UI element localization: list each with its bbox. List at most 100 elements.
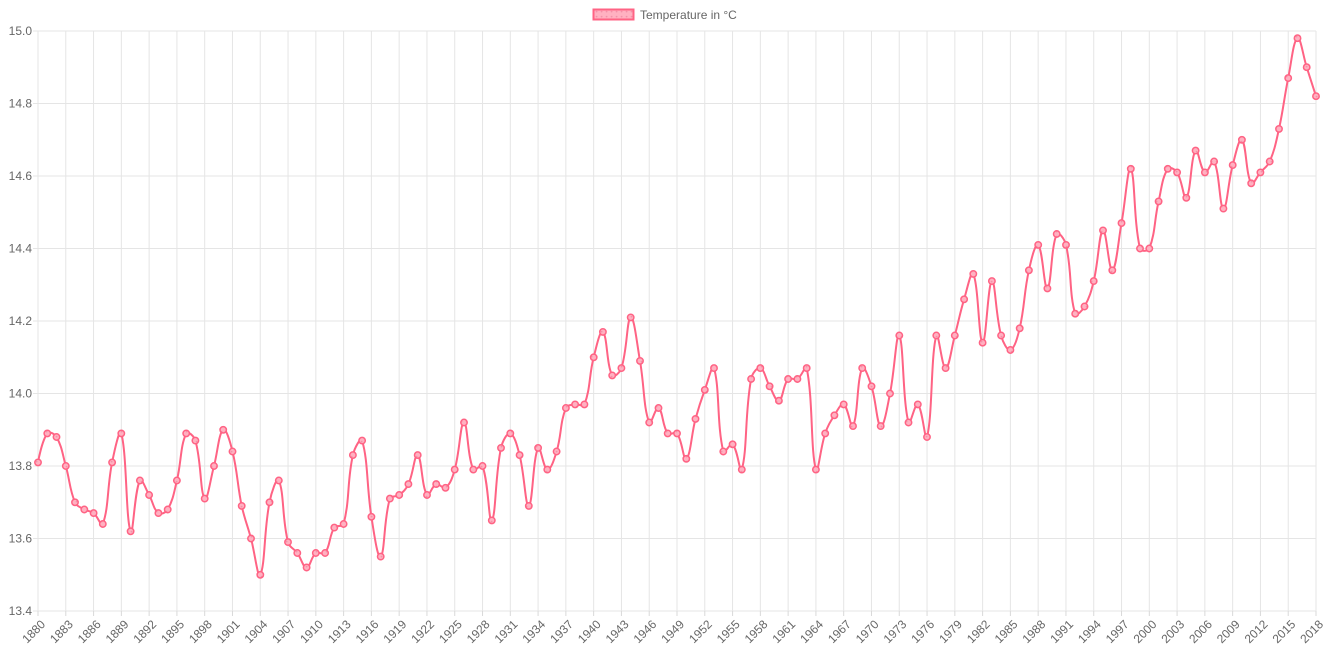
data-point-1925[interactable]: [450, 465, 459, 474]
data-point-1960[interactable]: [774, 396, 783, 405]
data-point-2003[interactable]: [1173, 168, 1182, 177]
data-point-1972[interactable]: [886, 389, 894, 398]
data-point-1964[interactable]: [811, 465, 820, 474]
data-point-1924[interactable]: [441, 483, 450, 492]
data-point-1943[interactable]: [617, 364, 626, 373]
data-point-1981[interactable]: [969, 269, 978, 278]
data-point-1909[interactable]: [302, 563, 311, 572]
data-point-1901[interactable]: [228, 447, 237, 456]
data-point-1970[interactable]: [867, 382, 876, 391]
data-point-1911[interactable]: [321, 549, 330, 557]
data-point-1985[interactable]: [1006, 346, 1015, 354]
data-point-1902[interactable]: [237, 501, 246, 510]
data-point-1883[interactable]: [61, 462, 70, 470]
data-point-1948[interactable]: [663, 429, 672, 438]
data-point-1989[interactable]: [1043, 284, 1052, 293]
data-point-1944[interactable]: [626, 313, 635, 322]
data-point-1990[interactable]: [1052, 230, 1061, 238]
data-point-1939[interactable]: [580, 400, 589, 409]
data-point-1952[interactable]: [700, 385, 709, 394]
data-point-2002[interactable]: [1163, 164, 1172, 173]
data-point-1993[interactable]: [1080, 302, 1089, 311]
data-point-1882[interactable]: [52, 433, 61, 441]
data-point-1933[interactable]: [524, 501, 533, 510]
data-point-1908[interactable]: [293, 549, 302, 557]
data-point-1967[interactable]: [839, 400, 848, 409]
legend-swatch[interactable]: [592, 8, 635, 21]
data-point-1942[interactable]: [608, 371, 617, 380]
data-point-1918[interactable]: [385, 494, 394, 503]
data-point-1957[interactable]: [747, 375, 756, 383]
data-point-2008[interactable]: [1219, 204, 1228, 213]
data-point-1977[interactable]: [932, 331, 941, 340]
data-point-1951[interactable]: [691, 414, 700, 423]
data-point-1979[interactable]: [950, 331, 959, 340]
data-point-1934[interactable]: [534, 443, 543, 452]
data-point-1896[interactable]: [182, 429, 191, 438]
data-point-1982[interactable]: [978, 338, 987, 347]
data-point-1919[interactable]: [395, 491, 404, 499]
data-point-2013[interactable]: [1265, 157, 1274, 166]
data-point-1997[interactable]: [1117, 219, 1126, 228]
data-point-1978[interactable]: [941, 364, 950, 373]
data-point-2005[interactable]: [1191, 146, 1200, 155]
data-point-2016[interactable]: [1293, 34, 1302, 43]
data-point-1953[interactable]: [710, 364, 718, 373]
data-point-1889[interactable]: [117, 429, 126, 438]
data-point-1891[interactable]: [135, 476, 144, 485]
data-point-1915[interactable]: [358, 436, 367, 445]
data-point-1930[interactable]: [497, 443, 505, 452]
data-point-1912[interactable]: [330, 523, 339, 532]
data-point-1890[interactable]: [126, 527, 135, 536]
data-point-1956[interactable]: [737, 465, 746, 474]
data-point-2010[interactable]: [1237, 135, 1246, 144]
data-point-1992[interactable]: [1071, 309, 1080, 318]
data-point-1907[interactable]: [284, 538, 292, 547]
legend-label[interactable]: Temperature in °C: [640, 8, 737, 22]
data-point-1973[interactable]: [895, 331, 904, 340]
data-point-1898[interactable]: [200, 494, 209, 503]
data-point-1959[interactable]: [765, 382, 774, 391]
data-point-1892[interactable]: [145, 491, 154, 499]
data-point-2004[interactable]: [1182, 193, 1191, 202]
data-point-1913[interactable]: [339, 520, 348, 528]
data-point-1900[interactable]: [219, 425, 228, 434]
data-point-2018[interactable]: [1312, 92, 1320, 101]
data-point-1994[interactable]: [1089, 277, 1098, 286]
data-point-1931[interactable]: [506, 429, 515, 438]
data-point-1940[interactable]: [589, 353, 598, 362]
data-point-2009[interactable]: [1228, 161, 1237, 170]
data-point-1895[interactable]: [172, 476, 181, 485]
data-point-1963[interactable]: [802, 364, 811, 373]
data-point-1937[interactable]: [561, 404, 570, 412]
data-point-1991[interactable]: [1062, 240, 1070, 249]
data-point-2017[interactable]: [1302, 63, 1311, 72]
data-point-1969[interactable]: [858, 364, 867, 373]
data-point-1903[interactable]: [247, 534, 255, 543]
data-point-1921[interactable]: [413, 451, 422, 460]
data-point-1999[interactable]: [1136, 244, 1144, 253]
data-point-1941[interactable]: [598, 327, 607, 336]
data-point-1897[interactable]: [191, 436, 200, 445]
data-point-1949[interactable]: [673, 429, 681, 438]
data-point-1946[interactable]: [645, 418, 654, 427]
data-point-1916[interactable]: [367, 512, 376, 521]
data-point-1971[interactable]: [876, 422, 885, 431]
data-point-1881[interactable]: [43, 429, 52, 438]
data-point-2014[interactable]: [1275, 124, 1283, 133]
data-point-1932[interactable]: [515, 451, 524, 460]
data-point-1950[interactable]: [682, 454, 691, 463]
data-point-1961[interactable]: [784, 375, 793, 383]
legend[interactable]: Temperature in °C: [592, 8, 738, 22]
data-point-1954[interactable]: [719, 447, 728, 456]
data-point-1906[interactable]: [274, 476, 283, 485]
data-point-1975[interactable]: [913, 400, 922, 409]
data-point-2001[interactable]: [1154, 197, 1163, 206]
data-point-1894[interactable]: [163, 505, 172, 514]
data-point-2011[interactable]: [1247, 179, 1256, 188]
data-point-1917[interactable]: [376, 552, 385, 561]
data-point-1947[interactable]: [654, 404, 663, 412]
data-point-1955[interactable]: [728, 440, 737, 449]
data-point-1965[interactable]: [821, 429, 830, 438]
data-point-1888[interactable]: [108, 458, 117, 467]
